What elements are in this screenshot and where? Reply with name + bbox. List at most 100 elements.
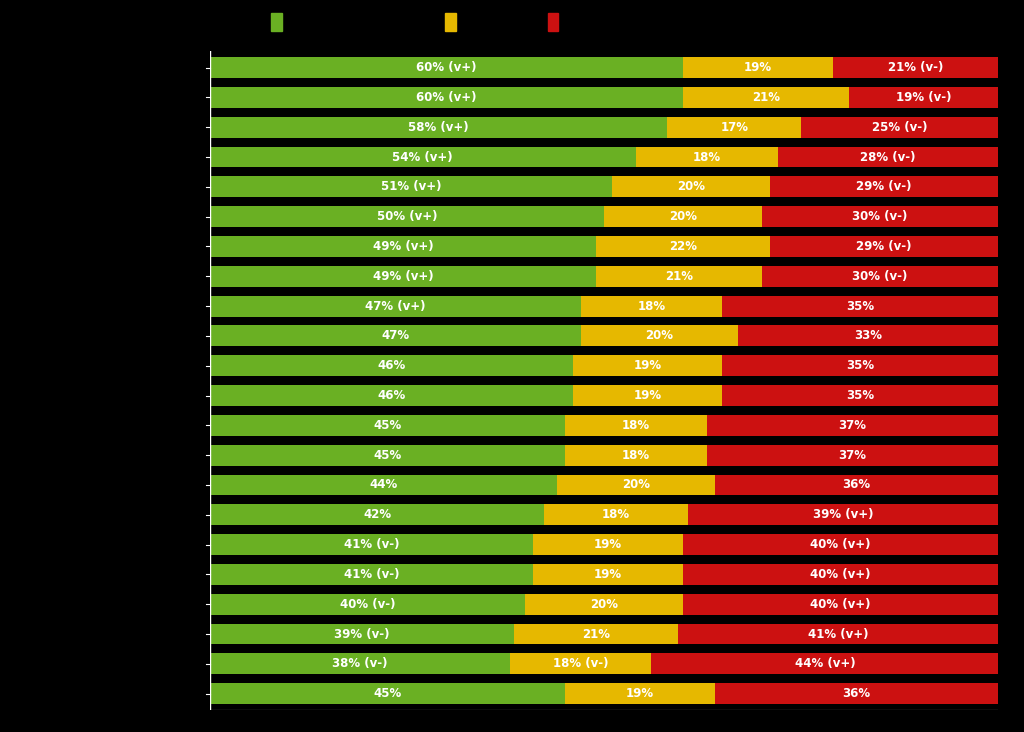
Text: 29% (v-): 29% (v-) — [856, 240, 911, 253]
Bar — [210, 683, 565, 704]
Text: 60% (v+): 60% (v+) — [416, 91, 477, 104]
Bar — [210, 564, 534, 585]
Text: 20%: 20% — [677, 180, 705, 193]
Text: 29% (v-): 29% (v-) — [856, 180, 911, 193]
Text: 42%: 42% — [364, 508, 391, 521]
Text: 38% (v-): 38% (v-) — [332, 657, 387, 671]
Bar — [770, 236, 998, 257]
Text: 60% (v+): 60% (v+) — [416, 61, 477, 74]
Bar — [572, 385, 723, 406]
Text: 58% (v+): 58% (v+) — [409, 121, 469, 134]
Bar — [801, 117, 998, 138]
Text: 41% (v-): 41% (v-) — [344, 538, 399, 551]
Text: 44% (v+): 44% (v+) — [795, 657, 855, 671]
Text: 19%: 19% — [634, 359, 662, 373]
Bar — [604, 206, 762, 227]
Text: 50% (v+): 50% (v+) — [377, 210, 437, 223]
Text: 19%: 19% — [594, 538, 623, 551]
Bar — [210, 206, 604, 227]
Bar — [715, 474, 998, 496]
Bar — [210, 326, 581, 346]
Bar — [723, 385, 998, 406]
Bar — [565, 445, 707, 466]
Bar — [683, 594, 998, 615]
Text: 51% (v+): 51% (v+) — [381, 180, 441, 193]
Text: 20%: 20% — [590, 598, 618, 610]
Bar — [510, 654, 651, 674]
Text: 21%: 21% — [583, 627, 610, 640]
Bar — [762, 206, 998, 227]
Bar — [688, 504, 998, 526]
Text: 41% (v-): 41% (v-) — [344, 568, 399, 581]
Bar — [596, 236, 770, 257]
Bar — [572, 355, 723, 376]
Bar — [210, 296, 581, 316]
Text: 19%: 19% — [594, 568, 623, 581]
Text: 22%: 22% — [669, 240, 697, 253]
Text: 20%: 20% — [622, 479, 649, 491]
Text: 19%: 19% — [743, 61, 772, 74]
Text: 35%: 35% — [847, 389, 874, 402]
Text: 35%: 35% — [847, 299, 874, 313]
Bar — [777, 146, 998, 168]
Bar — [210, 146, 636, 168]
Bar — [683, 57, 833, 78]
Text: 37%: 37% — [839, 419, 866, 432]
Text: 46%: 46% — [377, 359, 406, 373]
Text: 36%: 36% — [843, 479, 870, 491]
Bar — [210, 445, 565, 466]
Text: 47% (v+): 47% (v+) — [365, 299, 425, 313]
Text: 37%: 37% — [839, 449, 866, 462]
Text: 39% (v+): 39% (v+) — [813, 508, 873, 521]
Bar — [525, 594, 683, 615]
Bar — [849, 87, 998, 108]
Bar — [210, 236, 596, 257]
Bar — [770, 176, 998, 198]
Bar — [683, 534, 998, 555]
Bar — [210, 266, 596, 287]
Text: 36%: 36% — [843, 687, 870, 700]
Bar — [557, 474, 715, 496]
Bar — [210, 87, 683, 108]
Text: 44%: 44% — [370, 479, 397, 491]
Bar — [581, 296, 723, 316]
Text: 40% (v+): 40% (v+) — [810, 568, 871, 581]
Bar — [683, 87, 849, 108]
Bar — [636, 146, 777, 168]
Bar — [678, 624, 998, 644]
Text: 47%: 47% — [381, 329, 410, 343]
Bar — [596, 266, 762, 287]
Bar — [210, 117, 668, 138]
Bar — [762, 266, 998, 287]
Bar — [668, 117, 801, 138]
Bar — [210, 355, 572, 376]
Text: 30% (v-): 30% (v-) — [852, 210, 908, 223]
Text: 45%: 45% — [373, 419, 401, 432]
Bar — [707, 445, 998, 466]
Bar — [210, 624, 514, 644]
Bar — [565, 683, 715, 704]
Bar — [210, 504, 545, 526]
Text: 18% (v-): 18% (v-) — [553, 657, 608, 671]
Bar — [683, 564, 998, 585]
Text: 45%: 45% — [373, 687, 401, 700]
Bar — [833, 57, 998, 78]
Text: 25% (v-): 25% (v-) — [872, 121, 928, 134]
Bar — [210, 654, 510, 674]
Bar — [210, 176, 612, 198]
Text: 35%: 35% — [847, 359, 874, 373]
Bar — [723, 296, 998, 316]
Text: 33%: 33% — [854, 329, 883, 343]
Text: 19% (v-): 19% (v-) — [896, 91, 951, 104]
Bar — [707, 415, 998, 436]
Text: 49% (v+): 49% (v+) — [373, 270, 433, 283]
Text: 45%: 45% — [373, 449, 401, 462]
Text: 49% (v+): 49% (v+) — [373, 240, 433, 253]
Text: 21% (v-): 21% (v-) — [888, 61, 943, 74]
Bar — [210, 594, 525, 615]
Text: 19%: 19% — [626, 687, 653, 700]
Bar — [715, 683, 998, 704]
Text: 28% (v-): 28% (v-) — [860, 151, 915, 163]
Text: 18%: 18% — [637, 299, 666, 313]
Bar — [651, 654, 998, 674]
